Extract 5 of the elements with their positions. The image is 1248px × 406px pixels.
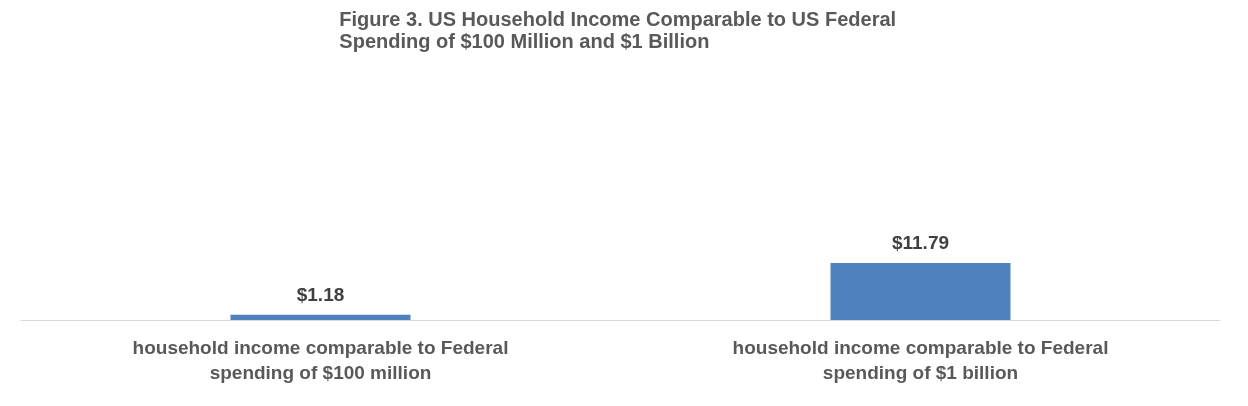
x-tick-label: household income comparable to Federal spending of $1 billion bbox=[732, 336, 1109, 383]
chart-title: Figure 3. US Household Income Comparable to US Federal Spending of $100 Million and $1 Billion bbox=[339, 7, 897, 52]
data-label: $1.18 bbox=[296, 283, 345, 305]
x-tick-label: household income comparable to Federal spending of $100 million bbox=[132, 336, 509, 383]
data-label: $11.79 bbox=[891, 232, 950, 254]
